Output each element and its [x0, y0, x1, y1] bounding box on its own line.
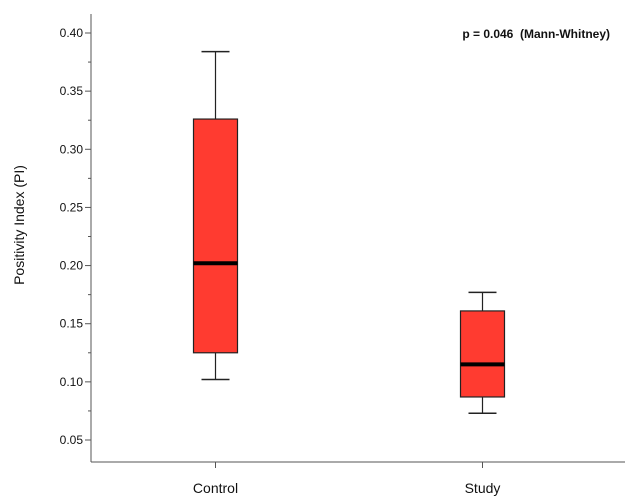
box-series [192, 50, 506, 415]
iqr-box [192, 118, 239, 354]
iqr-box [459, 310, 506, 398]
y-tick-label: 0.20 [60, 259, 84, 273]
y-tick-label: 0.30 [60, 142, 84, 156]
y-tick-label: 0.10 [60, 375, 84, 389]
x-tick-label: Control [193, 480, 238, 496]
y-axis: 0.05 0.10 0.15 0.20 0.25 0.30 0.35 0.40 [60, 14, 92, 462]
y-tick-label: 0.25 [60, 200, 84, 214]
y-tick-label: 0.35 [60, 84, 84, 98]
y-tick-label: 0.40 [60, 26, 84, 40]
y-tick-label: 0.15 [60, 317, 84, 331]
p-value-annotation: p = 0.046 (Mann-Whitney) [462, 27, 610, 41]
x-axis: Control Study [91, 461, 625, 496]
box-study [459, 291, 506, 415]
box-control [192, 50, 239, 381]
x-tick-label: Study [465, 480, 501, 496]
y-tick-label: 0.05 [60, 433, 84, 447]
y-axis-title: Positivity Index (PI) [11, 165, 27, 285]
